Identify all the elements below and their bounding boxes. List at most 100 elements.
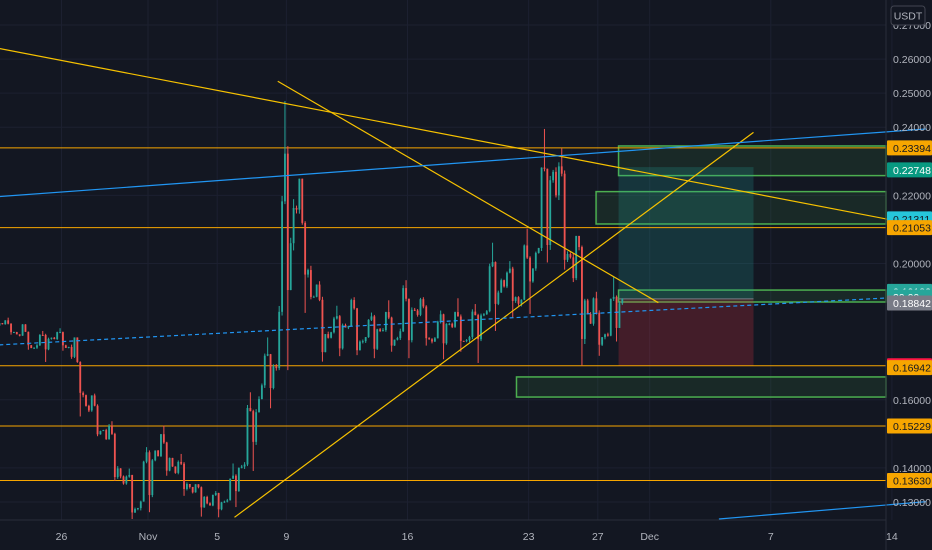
candle-body xyxy=(278,311,281,369)
candle-body xyxy=(154,450,157,461)
candle-body xyxy=(10,323,12,333)
candle-body xyxy=(529,257,531,282)
candle-body xyxy=(534,252,537,269)
candle-body xyxy=(451,323,454,327)
candle-body xyxy=(200,487,203,508)
y-tick-label: 0.22000 xyxy=(893,190,931,202)
candle-body xyxy=(272,366,275,388)
candle-body xyxy=(393,339,396,346)
candle-body xyxy=(350,300,353,327)
candle-body xyxy=(160,434,162,457)
y-tick-label: 0.26000 xyxy=(893,54,931,66)
candle-body xyxy=(125,476,128,484)
candle-body xyxy=(41,334,44,336)
candle-body xyxy=(333,318,335,333)
price-label-bg xyxy=(887,473,932,489)
candle-body xyxy=(24,324,27,332)
candle-body xyxy=(269,354,272,388)
candle-body xyxy=(186,483,188,489)
candle-body xyxy=(387,312,390,318)
x-tick-label: 23 xyxy=(523,531,535,543)
candle-body xyxy=(113,433,116,478)
candle-body xyxy=(408,298,410,341)
candle-body xyxy=(53,337,56,340)
candle-body xyxy=(523,245,526,300)
y-tick-label: 0.13000 xyxy=(893,497,931,509)
x-tick-label: 16 xyxy=(402,531,414,543)
candle-body xyxy=(64,345,67,348)
candle-body xyxy=(148,452,151,496)
candle-body xyxy=(226,500,229,502)
candle-body xyxy=(73,337,76,357)
candle-body xyxy=(482,314,485,316)
candle-body xyxy=(27,331,30,346)
loss-area xyxy=(618,298,754,366)
horizontal-levels xyxy=(0,147,886,482)
candle-body xyxy=(335,316,338,319)
candle-body xyxy=(399,331,402,339)
candle-body xyxy=(361,341,364,343)
candle-body xyxy=(549,180,552,245)
candle-body xyxy=(347,326,350,328)
y-tick-label: 0.25000 xyxy=(893,88,931,100)
trendline xyxy=(277,80,659,304)
candle-body xyxy=(318,284,321,300)
candle-body xyxy=(157,450,160,457)
candle-body xyxy=(405,288,407,299)
price-label: 0.13630 xyxy=(893,476,931,488)
candle-body xyxy=(18,334,21,336)
candle-body xyxy=(382,330,384,332)
candle-body xyxy=(595,298,598,313)
currency-button[interactable]: USDT xyxy=(890,5,926,26)
x-tick-label: 27 xyxy=(592,531,604,543)
candle-body xyxy=(62,332,64,346)
candle-body xyxy=(183,463,185,489)
price-labels: 0.233940.227480.213110.210530.1918239:00… xyxy=(887,140,932,489)
candle-body xyxy=(439,314,442,322)
candle-body xyxy=(367,319,370,338)
candle-body xyxy=(188,483,191,487)
candle-body xyxy=(203,496,206,508)
candle-body xyxy=(286,153,289,291)
candle-body xyxy=(67,346,70,348)
candle-body xyxy=(194,484,197,493)
candle-body xyxy=(422,299,425,307)
candle-body xyxy=(119,468,122,477)
candle-body xyxy=(589,313,592,324)
candle-body xyxy=(468,336,471,341)
currency-label: USDT xyxy=(894,11,923,23)
candle-body xyxy=(514,297,517,301)
candle-body xyxy=(50,337,53,339)
candle-body xyxy=(162,434,165,443)
price-label-bg xyxy=(887,360,932,376)
candle-body xyxy=(180,461,183,464)
candle-body xyxy=(384,312,387,331)
candle-body xyxy=(307,270,309,275)
candle-body xyxy=(474,311,477,316)
candle-body xyxy=(206,496,209,504)
candle-body xyxy=(465,340,468,342)
candle-body xyxy=(139,501,142,509)
candle-body xyxy=(108,425,110,440)
candle-body xyxy=(243,464,246,467)
candle-body xyxy=(47,338,50,350)
candle-body xyxy=(255,412,258,442)
candle-body xyxy=(252,411,255,442)
price-label-bg xyxy=(887,418,932,434)
candle-body xyxy=(44,335,47,350)
candle-body xyxy=(266,354,269,356)
price-label: 0.21053 xyxy=(893,223,931,235)
long-position-tool[interactable] xyxy=(618,167,754,366)
candle-body xyxy=(145,452,148,462)
trendline xyxy=(718,501,927,520)
y-axis-ticks: 0.270000.260000.250000.240000.220000.200… xyxy=(893,20,931,509)
candle-body xyxy=(379,329,382,331)
price-label-bg xyxy=(887,162,932,178)
candle-body xyxy=(592,298,595,324)
candle-body xyxy=(431,339,433,342)
trendline xyxy=(0,295,927,346)
candle-body xyxy=(604,334,606,338)
price-label: 0.23394 xyxy=(893,143,931,155)
candle-body xyxy=(563,173,566,260)
